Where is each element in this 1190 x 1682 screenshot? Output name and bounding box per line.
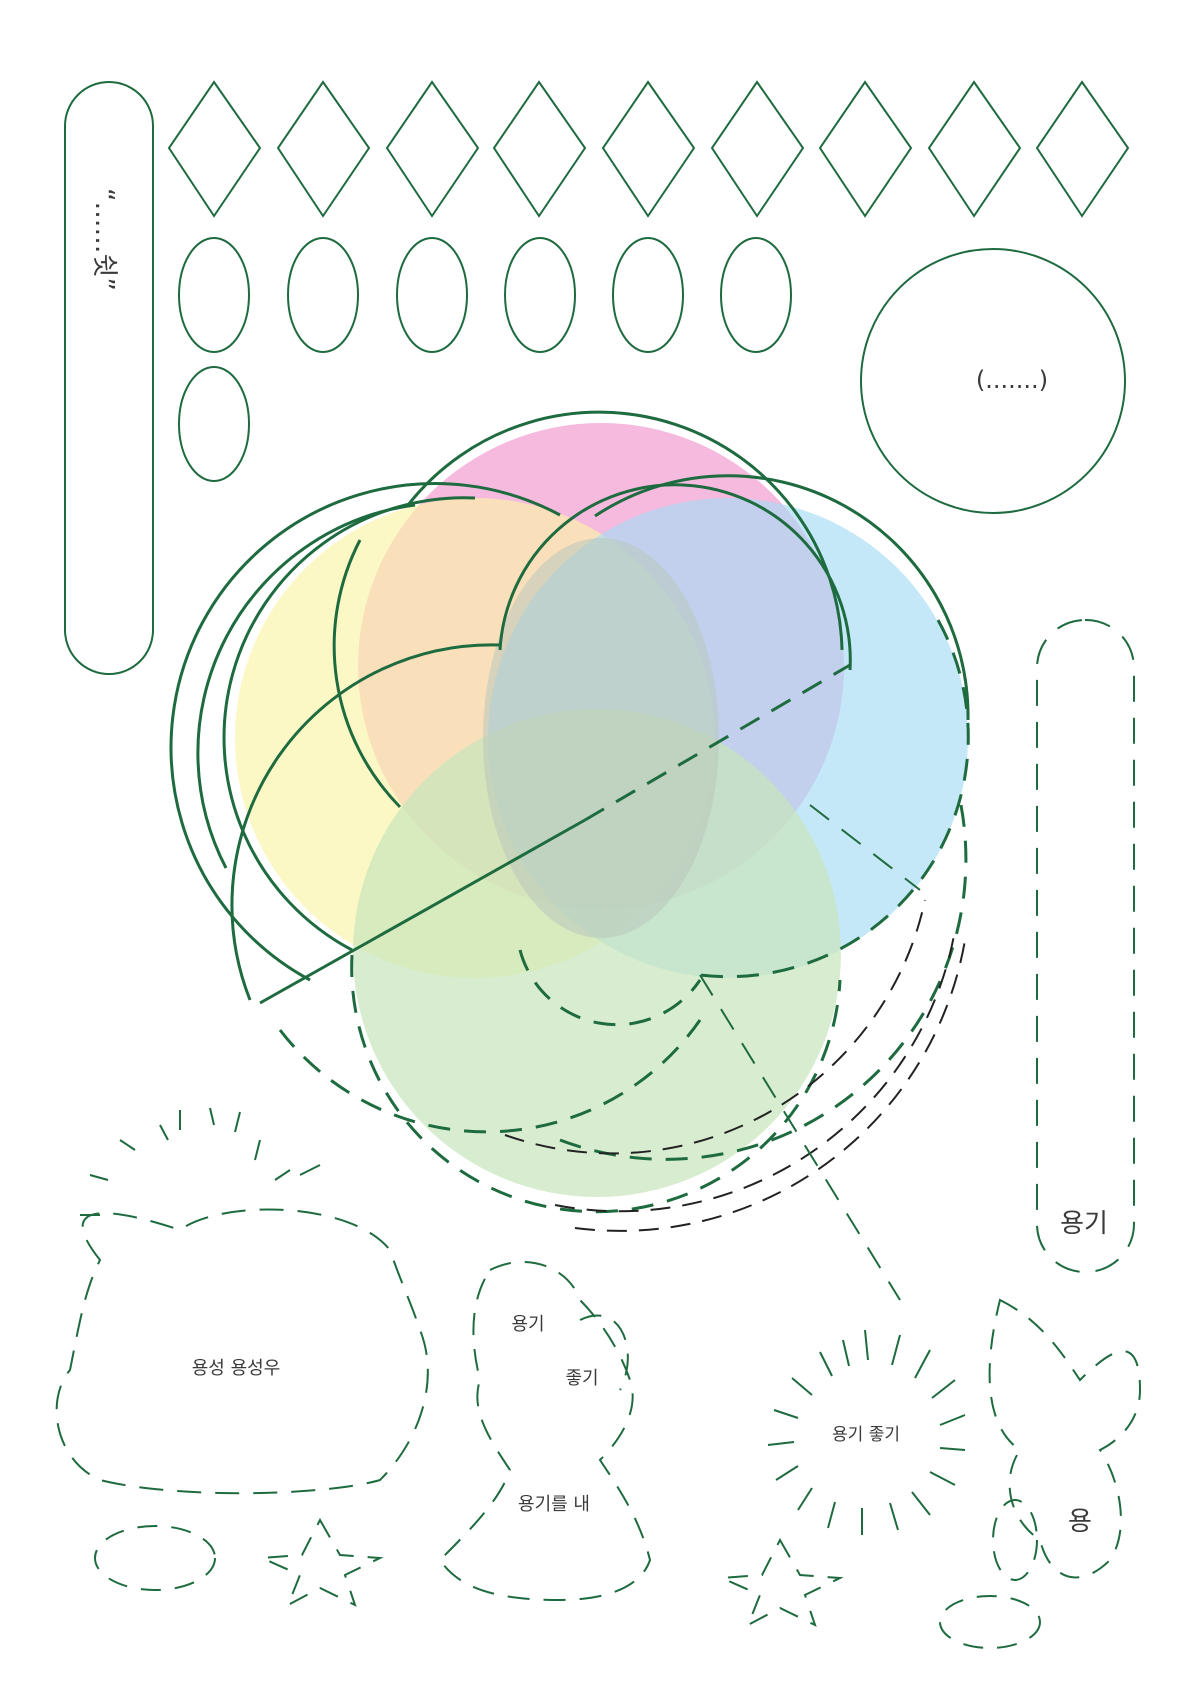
venn-diagonal bbox=[259, 818, 586, 1005]
diamond-shape bbox=[710, 80, 805, 218]
center-blob bbox=[438, 1261, 652, 1602]
diamond-shape bbox=[276, 80, 371, 218]
diamond-shape bbox=[385, 80, 480, 218]
venn-outline-pink bbox=[406, 410, 844, 651]
sun-burst bbox=[767, 1329, 966, 1535]
venn-inner-arc bbox=[169, 482, 561, 982]
venn-dashed-arc bbox=[350, 954, 842, 1214]
venn-thin-dashed-line bbox=[809, 804, 921, 891]
oval-group bbox=[178, 237, 792, 482]
venn-inner-arc bbox=[230, 643, 501, 1001]
oval-shape bbox=[720, 237, 792, 353]
shape-bottom-text: 용기를 내 bbox=[518, 1494, 590, 1515]
venn-dashed-arc bbox=[699, 619, 970, 979]
circle-text: (.......) bbox=[976, 366, 1048, 394]
venn-inner-arc bbox=[498, 483, 852, 671]
cloud-text: 용성 용성우 bbox=[192, 1358, 281, 1379]
venn-dashed-arc bbox=[559, 799, 968, 1161]
oval-shape bbox=[178, 237, 250, 353]
diamond-row bbox=[167, 80, 1130, 218]
dashed-pill bbox=[1036, 619, 1135, 1273]
venn-inner-arc bbox=[332, 539, 402, 809]
oval-shape bbox=[612, 237, 684, 353]
sun-text: 용기 좋기 bbox=[832, 1425, 900, 1445]
diamond-shape bbox=[167, 80, 262, 218]
small-ellipse bbox=[939, 1595, 1041, 1649]
oval-shape bbox=[396, 237, 468, 353]
dashed-pill-text: 용기 bbox=[1060, 1209, 1108, 1239]
venn-black-dashed-arc bbox=[574, 939, 966, 1232]
small-ellipse bbox=[992, 1499, 1038, 1581]
venn-dashed-arc bbox=[518, 949, 702, 1027]
ray-burst-left bbox=[80, 1107, 321, 1216]
small-star bbox=[261, 1517, 384, 1608]
diamond-shape bbox=[927, 80, 1022, 218]
shape-mid-text: 좋기 bbox=[565, 1368, 598, 1389]
big-circle bbox=[860, 248, 1126, 514]
oval-shape bbox=[178, 366, 250, 482]
venn-circle-green bbox=[353, 709, 841, 1197]
diamond-shape bbox=[818, 80, 913, 218]
small-ellipse bbox=[94, 1525, 216, 1591]
venn-diagram bbox=[169, 410, 970, 1301]
venn-black-dashed-arc bbox=[504, 899, 926, 1155]
small-shapes bbox=[94, 1499, 1041, 1649]
small-star bbox=[721, 1537, 844, 1628]
venn-black-dashed-arc bbox=[554, 929, 956, 1213]
diamond-shape bbox=[601, 80, 696, 218]
diamond-shape bbox=[1035, 80, 1130, 218]
oval-shape bbox=[504, 237, 576, 353]
cloud-shape bbox=[55, 1208, 429, 1495]
venn-dashed-diagonal bbox=[584, 663, 851, 822]
venn-center bbox=[483, 538, 719, 938]
oval-shape bbox=[287, 237, 359, 353]
right-flower bbox=[988, 1298, 1142, 1579]
tall-pill bbox=[64, 81, 154, 675]
right-small-text: 용 bbox=[1068, 1507, 1092, 1537]
pill-text: “……쉿” bbox=[89, 188, 119, 291]
shape-top-text: 용기 bbox=[511, 1314, 544, 1335]
diamond-shape bbox=[492, 80, 587, 218]
venn-inner-arc bbox=[196, 503, 416, 869]
venn-dashed-arc bbox=[278, 1019, 702, 1134]
venn-thin-dashed-line bbox=[699, 974, 901, 1301]
